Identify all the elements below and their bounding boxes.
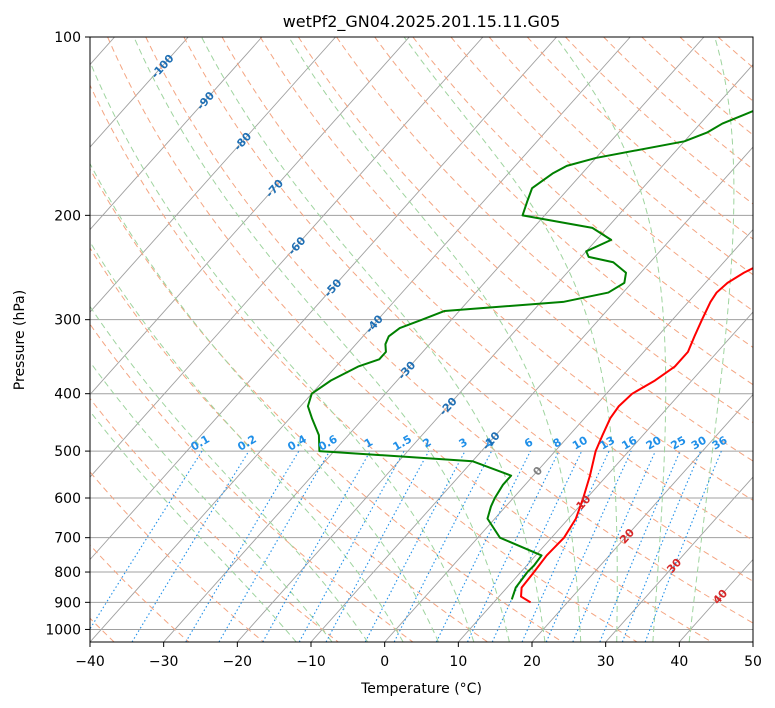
profile-lines — [306, 110, 753, 604]
x-axis-title: Temperature (°C) — [360, 681, 482, 697]
dry-adiabat-line — [90, 247, 488, 642]
y-tick-label: 600 — [54, 491, 81, 507]
dry-adiabat-line — [412, 37, 753, 348]
x-tick-label: 30 — [597, 654, 615, 670]
chart-title: wetPf2_GN04.2025.201.15.11.G05 — [283, 12, 561, 32]
x-tick-label: 50 — [744, 654, 762, 670]
moist-adiabat-line — [90, 241, 404, 642]
moist-adiabat-line — [201, 37, 546, 642]
dry-adiabat-line — [183, 37, 753, 582]
mixing-ratio-line — [298, 450, 405, 642]
isotherm-line — [90, 37, 484, 478]
dry-adiabat-line — [90, 323, 414, 642]
isotherm-line — [163, 37, 705, 642]
isotherm-line — [531, 393, 753, 642]
background-lines — [90, 37, 753, 642]
x-tick-label: −10 — [296, 654, 326, 670]
y-tick-label: 200 — [54, 208, 81, 224]
mixing-ratio-line — [644, 450, 722, 642]
dewpoint-profile-line — [306, 110, 753, 600]
x-tick-label: −30 — [149, 654, 179, 670]
isotherm-line — [236, 63, 753, 642]
y-axis: 100 200 300 400 500 600 700 800 900 1000 — [45, 30, 90, 638]
isotherm-line — [457, 311, 753, 642]
y-tick-label: 500 — [54, 444, 81, 460]
x-tick-label: −40 — [75, 654, 105, 670]
y-tick-label: 700 — [54, 531, 81, 547]
mixing-ratio-line — [325, 450, 430, 642]
temperature-profile-line — [520, 266, 753, 604]
x-tick-label: 10 — [449, 654, 467, 670]
x-tick-label: 20 — [523, 654, 541, 670]
dry-adiabat-line — [297, 37, 753, 462]
x-axis: −40 −30 −20 −10 0 10 20 30 40 50 — [75, 642, 762, 670]
mixing-ratio-line — [521, 450, 610, 642]
mixing-ratio-line — [599, 450, 681, 642]
y-axis-title: Pressure (hPa) — [12, 290, 28, 390]
mixing-ratio-line — [90, 450, 203, 630]
dry-adiabat-line — [145, 37, 753, 624]
mixing-ratio-line — [621, 450, 702, 642]
isotherm-line — [90, 37, 336, 313]
mixing-ratio-line — [435, 450, 531, 642]
isotherm-line — [384, 228, 753, 642]
mixing-ratio-line — [545, 450, 632, 642]
isotherm-line — [90, 37, 189, 148]
dry-adiabat-line — [259, 37, 753, 501]
moist-adiabat-line — [288, 37, 582, 642]
y-tick-label: 100 — [54, 30, 81, 46]
isotherm-line — [605, 476, 753, 642]
dry-adiabat-line — [526, 37, 753, 240]
x-tick-label: −20 — [223, 654, 253, 670]
y-tick-label: 1000 — [45, 622, 81, 638]
y-tick-label: 900 — [54, 595, 81, 611]
moist-adiabat-line — [555, 37, 667, 642]
dry-adiabat-line — [374, 37, 753, 386]
dry-adiabat-line — [107, 37, 712, 642]
isotherm-line — [90, 37, 410, 396]
isotherm-line — [90, 37, 631, 642]
moist-adiabat-line — [90, 361, 333, 642]
y-tick-label: 800 — [54, 565, 81, 581]
dry-adiabat-line — [90, 471, 264, 642]
mixing-ratio-line — [572, 450, 656, 642]
dry-adiabat-line — [90, 83, 638, 642]
y-tick-label: 300 — [54, 313, 81, 329]
moist-adiabat-line — [90, 305, 369, 642]
mixing-ratio-line — [131, 450, 250, 642]
moist-adiabat-line — [90, 410, 297, 642]
plot-frame — [89, 36, 754, 643]
isotherm-line — [90, 37, 557, 561]
mixing-ratio-line — [393, 450, 493, 642]
y-tick-label: 400 — [54, 387, 81, 403]
dry-adiabat-line — [221, 37, 753, 541]
moist-adiabat-line — [90, 162, 439, 642]
mixing-ratio-line — [262, 450, 371, 642]
isotherm-line — [90, 37, 263, 231]
x-tick-label: 0 — [380, 654, 389, 670]
moist-adiabat-line — [133, 37, 510, 642]
moist-adiabat-line — [90, 60, 475, 642]
x-tick-label: 40 — [670, 654, 688, 670]
